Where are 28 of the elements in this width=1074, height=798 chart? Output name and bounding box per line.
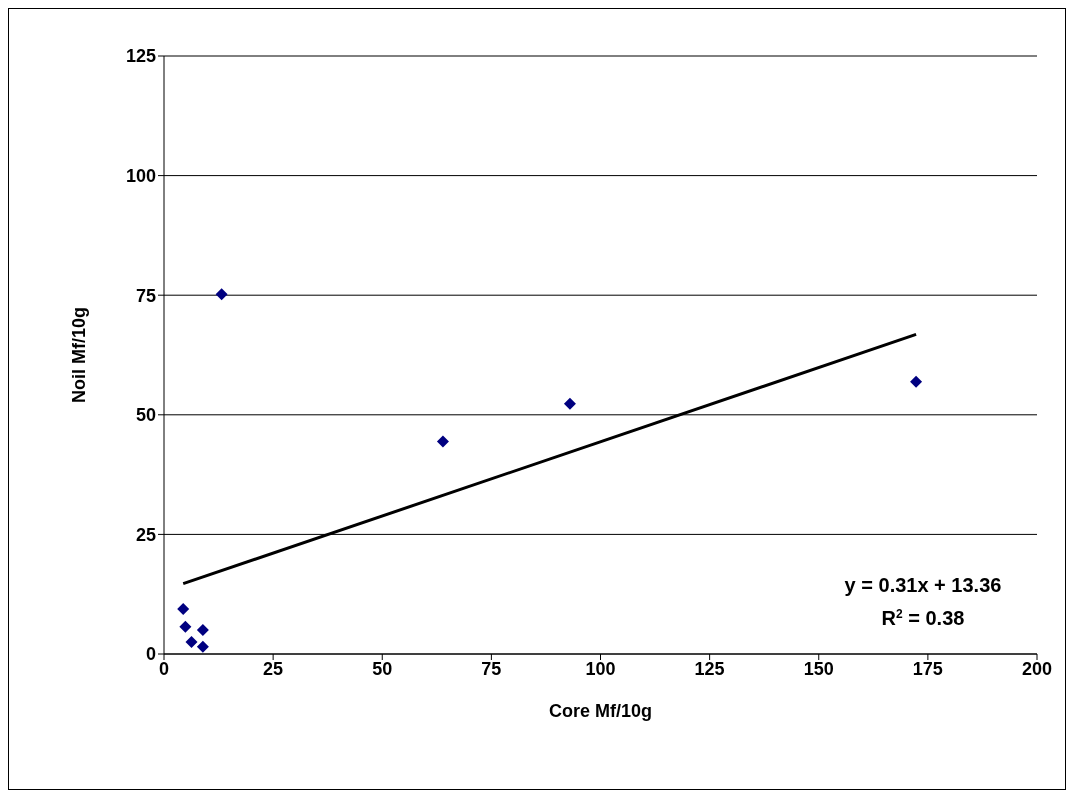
point <box>196 624 209 637</box>
x-tick-label: 75 <box>481 658 502 679</box>
x-tick-label: 100 <box>585 658 616 679</box>
y-axis-title: Noil Mf/10g <box>69 306 90 404</box>
annotation: R$^{2}$ = 0.38 <box>881 607 965 629</box>
y-tick-label: 0 <box>145 644 156 665</box>
point <box>215 288 228 301</box>
point <box>177 603 190 616</box>
point <box>179 620 192 633</box>
y-tick-label: 75 <box>135 285 156 306</box>
x-tick-label: 25 <box>263 658 284 679</box>
point <box>910 375 923 388</box>
y-tick-label: 50 <box>135 405 156 426</box>
y-tick-label: 100 <box>125 165 156 186</box>
y-tick-label: 125 <box>125 46 156 67</box>
point <box>196 640 209 653</box>
x-tick-label: 125 <box>694 658 725 679</box>
point <box>436 435 449 448</box>
x-tick-label: 50 <box>372 658 393 679</box>
annotation: y = 0.31x + 13.36 <box>844 574 1002 596</box>
x-tick-label: 0 <box>158 658 170 679</box>
x-tick-label: 200 <box>1021 658 1053 679</box>
x-tick-label: 150 <box>803 658 834 679</box>
x-tick-label: 175 <box>912 658 943 679</box>
point <box>185 636 198 649</box>
x-axis-title: Core Mf/10g <box>548 700 653 721</box>
y-tick-label: 25 <box>135 524 156 545</box>
point <box>563 397 576 410</box>
